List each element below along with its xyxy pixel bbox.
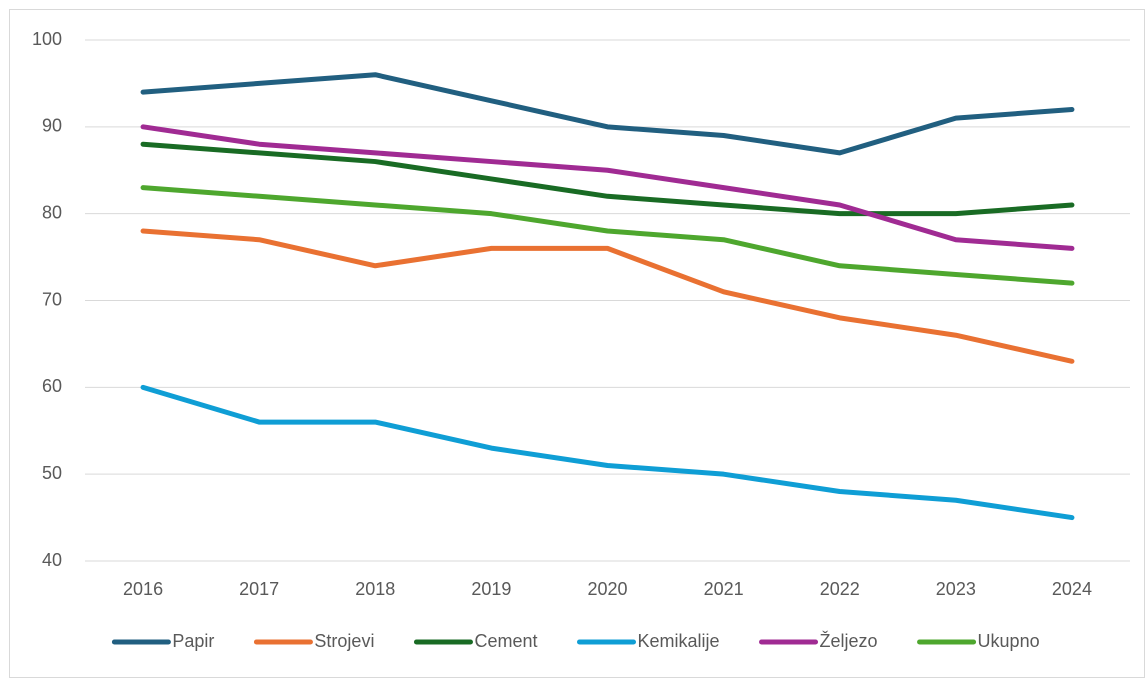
x-tick-label: 2021	[704, 579, 744, 599]
legend-label: Kemikalije	[637, 631, 719, 651]
y-tick-label: 90	[42, 116, 62, 136]
y-tick-label: 60	[42, 376, 62, 396]
legend-label: Papir	[172, 631, 214, 651]
y-tick-label: 70	[42, 289, 62, 309]
legend-label: Strojevi	[314, 631, 374, 651]
y-tick-label: 50	[42, 463, 62, 483]
y-tick-label: 100	[32, 29, 62, 49]
x-tick-label: 2023	[936, 579, 976, 599]
x-tick-label: 2020	[587, 579, 627, 599]
x-tick-label: 2016	[123, 579, 163, 599]
legend-label: Cement	[474, 631, 537, 651]
series-line	[140, 141, 1075, 217]
y-tick-label: 40	[42, 550, 62, 570]
series-line	[140, 72, 1075, 156]
x-tick-label: 2019	[471, 579, 511, 599]
legend-label: Ukupno	[978, 631, 1040, 651]
x-tick-label: 2017	[239, 579, 279, 599]
chart-border	[9, 9, 1145, 678]
x-tick-label: 2024	[1052, 579, 1092, 599]
series-line	[140, 228, 1075, 364]
x-tick-label: 2022	[820, 579, 860, 599]
series-line	[140, 185, 1075, 286]
y-tick-label: 80	[42, 202, 62, 222]
series-line	[140, 124, 1075, 251]
legend-label: Željezo	[820, 631, 878, 651]
series-line	[140, 384, 1075, 521]
x-tick-label: 2018	[355, 579, 395, 599]
